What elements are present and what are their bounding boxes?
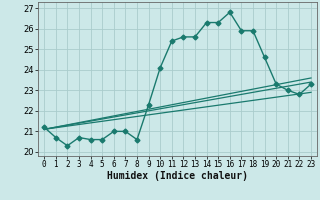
X-axis label: Humidex (Indice chaleur): Humidex (Indice chaleur): [107, 171, 248, 181]
